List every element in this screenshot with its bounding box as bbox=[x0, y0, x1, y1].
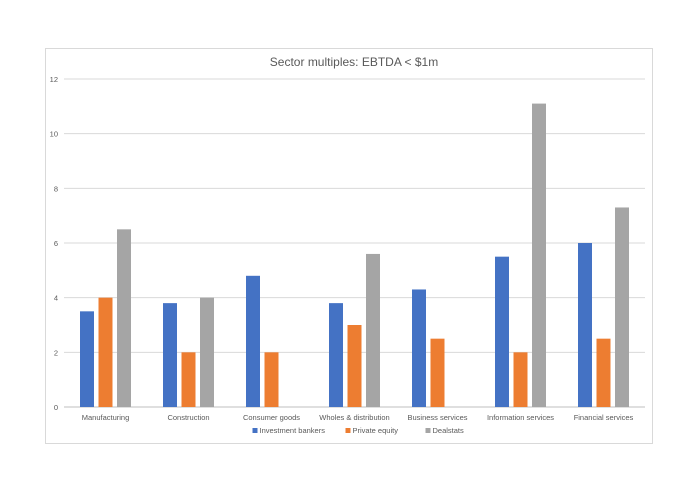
gridlines bbox=[64, 78, 645, 408]
bar-private-equity bbox=[98, 297, 113, 407]
bar-dealstats bbox=[366, 253, 380, 407]
y-tick-label: 12 bbox=[50, 75, 58, 84]
x-category-label: Manufacturing bbox=[82, 413, 130, 422]
x-category-label: Consumer goods bbox=[243, 413, 300, 422]
legend-swatch bbox=[252, 428, 258, 433]
bars bbox=[80, 103, 629, 407]
legend-label: Dealstats bbox=[433, 426, 465, 435]
bar-investment-bankers bbox=[246, 275, 260, 407]
bar-investment-bankers bbox=[80, 311, 94, 407]
y-tick-label: 4 bbox=[54, 294, 58, 303]
bar-investment-bankers bbox=[495, 256, 509, 407]
legend: Investment bankers Private equity Dealstat… bbox=[252, 426, 465, 435]
bar-dealstats bbox=[615, 207, 629, 407]
bar-dealstats bbox=[532, 103, 546, 407]
bar-investment-bankers bbox=[329, 303, 343, 407]
x-category-label: Wholes & distribution bbox=[319, 413, 389, 422]
x-category-label: Information services bbox=[487, 413, 554, 422]
bar-investment-bankers bbox=[412, 289, 426, 407]
bar-dealstats bbox=[200, 297, 214, 407]
bar-investment-bankers bbox=[163, 303, 177, 407]
x-category-label: Business services bbox=[407, 413, 467, 422]
chart-title: Sector multiples: EBTDA < $1m bbox=[270, 55, 438, 69]
bar-private-equity bbox=[430, 338, 445, 407]
bar-dealstats bbox=[117, 229, 131, 407]
bar-private-equity bbox=[513, 352, 528, 407]
legend-swatch bbox=[345, 428, 351, 433]
y-axis-ticks: 0 2 4 6 8 10 12 bbox=[50, 75, 58, 412]
y-tick-label: 0 bbox=[54, 403, 58, 412]
y-tick-label: 6 bbox=[54, 239, 58, 248]
x-category-label: Financial services bbox=[574, 413, 634, 422]
legend-label: Private equity bbox=[353, 426, 399, 435]
y-tick-label: 2 bbox=[54, 348, 58, 357]
legend-swatch bbox=[425, 428, 431, 433]
bar-investment-bankers bbox=[578, 243, 592, 407]
bar-private-equity bbox=[264, 352, 279, 407]
x-axis-labels: Manufacturing Construction Consumer goods W… bbox=[82, 413, 634, 422]
bar-private-equity bbox=[347, 325, 362, 407]
y-tick-label: 8 bbox=[54, 184, 58, 193]
bar-private-equity bbox=[181, 352, 196, 407]
legend-label: Investment bankers bbox=[260, 426, 326, 435]
bar-private-equity bbox=[596, 338, 611, 407]
y-tick-label: 10 bbox=[50, 130, 58, 139]
x-category-label: Construction bbox=[167, 413, 209, 422]
